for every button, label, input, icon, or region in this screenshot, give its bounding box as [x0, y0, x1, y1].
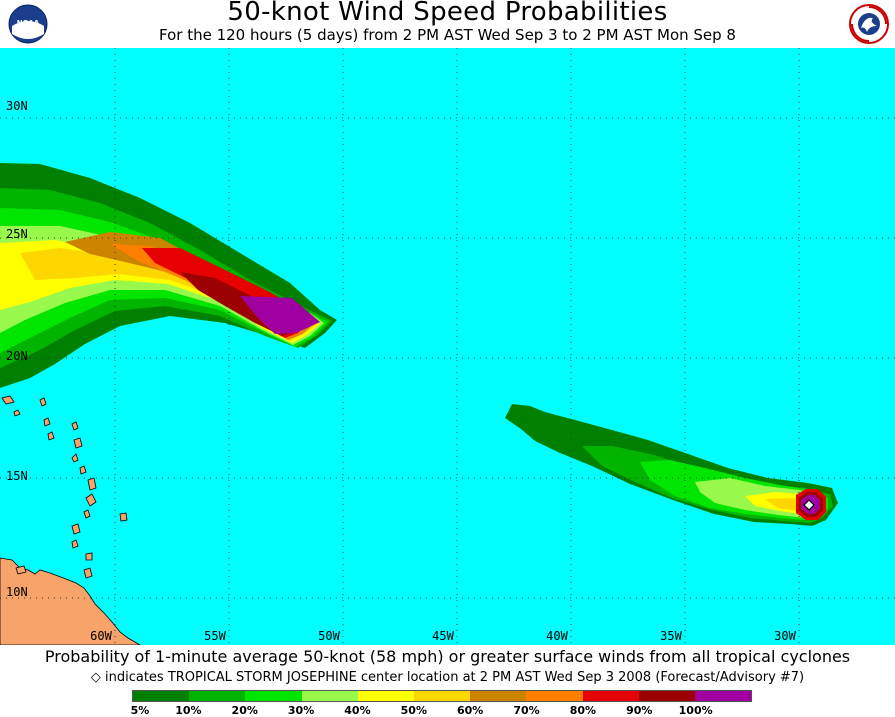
storm-center-marker	[803, 499, 815, 511]
lat-label-15n: 15N	[6, 469, 28, 483]
lat-label-30n: 30N	[6, 99, 28, 113]
legend-label-5: 50%	[400, 704, 427, 717]
legend-label-0: 5%	[130, 704, 150, 717]
legend-label-6: 60%	[457, 704, 484, 717]
caribbean-islands	[1, 395, 128, 579]
footer: Probability of 1-minute average 50-knot …	[0, 645, 895, 717]
storm-marker-note: ◇ indicates TROPICAL STORM JOSEPHINE cen…	[0, 670, 895, 685]
noaa-logo: NOAA	[8, 4, 48, 44]
legend-swatch-5	[413, 691, 471, 701]
legend-label-9: 90%	[626, 704, 653, 717]
lon-label-50w: 50W	[318, 629, 340, 643]
lon-label-45w: 45W	[432, 629, 454, 643]
probability-legend-labels: 5% 10% 20% 30% 40% 50% 60% 70% 80% 90% 100%	[0, 704, 895, 717]
header: NOAA 50-knot Wind Speed Probabilities Fo…	[0, 0, 895, 48]
lat-label-10n: 10N	[6, 585, 28, 599]
legend-swatch-7	[526, 691, 583, 701]
lat-label-25n: 25N	[6, 227, 28, 241]
legend-swatch-1	[189, 691, 246, 701]
legend-label-7: 70%	[513, 704, 540, 717]
legend-label-1: 10%	[175, 704, 202, 717]
legend-swatch-0	[133, 691, 190, 701]
lat-label-20n: 20N	[6, 349, 28, 363]
probability-map: 30N 25N 20N 15N 10N 60W 55W 50W 45W 40W …	[0, 48, 895, 645]
footer-description: Probability of 1-minute average 50-knot …	[44, 647, 851, 666]
probability-swath-west	[0, 163, 337, 388]
legend-swatch-6	[470, 691, 527, 701]
legend-label-10: 100%	[678, 704, 713, 717]
south-america-land	[0, 557, 141, 645]
diamond-marker-icon: ◇	[90, 670, 101, 685]
page-subtitle: For the 120 hours (5 days) from 2 PM AST…	[159, 26, 736, 44]
storm-marker-text: indicates TROPICAL STORM JOSEPHINE cente…	[105, 670, 805, 685]
legend-swatch-3	[301, 691, 358, 701]
page-title: 50-knot Wind Speed Probabilities	[227, 0, 668, 27]
probability-swath-josephine	[505, 404, 838, 526]
lon-label-55w: 55W	[204, 629, 226, 643]
probability-legend-bar	[132, 690, 752, 702]
ocean	[0, 48, 895, 645]
legend-label-2: 20%	[231, 704, 258, 717]
legend-label-4: 40%	[344, 704, 371, 717]
lon-label-40w: 40W	[546, 629, 568, 643]
lon-label-35w: 35W	[660, 629, 682, 643]
lon-label-60w: 60W	[90, 629, 112, 643]
legend-swatch-10	[694, 691, 752, 701]
noaa-logo-text: NOAA	[17, 19, 40, 27]
legend-swatch-4	[357, 691, 414, 701]
legend-swatch-9	[638, 691, 695, 701]
nws-logo	[849, 4, 889, 44]
legend-swatch-8	[582, 691, 639, 701]
legend-label-8: 80%	[569, 704, 597, 717]
legend-label-3: 30%	[287, 704, 315, 717]
legend-swatch-2	[245, 691, 302, 701]
lon-label-30w: 30W	[774, 629, 796, 643]
